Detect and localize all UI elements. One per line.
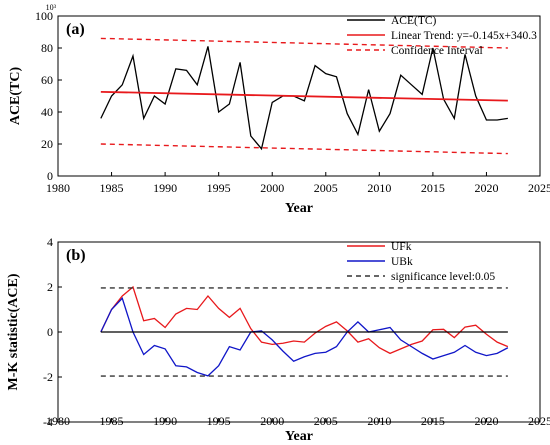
legend-entry: Confidence Interval	[391, 45, 483, 57]
y-tick-label: -2	[43, 370, 53, 384]
y-tick-label: 4	[47, 235, 53, 249]
x-axis-title: Year	[285, 429, 313, 444]
x-tick-label: 1985	[100, 181, 124, 195]
y-multiplier-label: 10³	[46, 3, 57, 12]
x-tick-label: 2020	[474, 181, 498, 195]
y-tick-label: 60	[41, 73, 53, 87]
x-tick-label: 1980	[46, 414, 70, 428]
x-tick-label: 2015	[421, 414, 445, 428]
x-axis-title: Year	[285, 201, 313, 216]
y-axis-title: ACE(TC)	[8, 67, 23, 126]
x-tick-label: 2005	[314, 414, 338, 428]
legend-entry: ACE(TC)	[391, 15, 437, 27]
x-tick-label: 1990	[153, 181, 177, 195]
panel-b: 1980 1985 1990 1995 2000 2005 2010 2015 2020 2025…	[6, 235, 550, 444]
series-line-0-2	[100, 37, 508, 49]
x-tick-label: 2015	[421, 181, 445, 195]
x-tick-label: 2020	[474, 414, 498, 428]
y-tick-label: 100	[35, 9, 53, 23]
y-tick-label: 0	[47, 169, 53, 183]
panel-label: (b)	[66, 247, 86, 264]
x-tick-label: 2010	[367, 181, 391, 195]
series-line-0-3	[100, 143, 508, 155]
x-tick-label: 1995	[207, 181, 231, 195]
x-tick-label: 2010	[367, 414, 391, 428]
legend-entry: significance level:0.05	[391, 271, 495, 283]
x-tick-label: 1990	[153, 414, 177, 428]
y-tick-label: 20	[41, 137, 53, 151]
legend-entry: Linear Trend: y=-0.145x+340.3	[391, 30, 537, 42]
y-tick-label: 40	[41, 105, 53, 119]
series-line-0-0	[100, 46, 508, 151]
x-tick-label: 2025	[528, 181, 550, 195]
y-tick-label: 0	[47, 325, 53, 339]
y-axis-title: M-K statistic(ACE)	[6, 273, 21, 390]
x-tick-label: 2000	[260, 414, 284, 428]
series-line-1-0	[100, 285, 509, 355]
series-line-1-1	[100, 297, 509, 377]
x-tick-label: 1985	[100, 414, 124, 428]
y-tick-label: -4	[43, 415, 53, 429]
panel-label: (a)	[66, 21, 85, 38]
x-tick-label: 2005	[314, 181, 338, 195]
panel-a: 1980 1985 1990 1995 2000 2005 2010 2015 2020 2025…	[8, 3, 550, 216]
x-tick-label: 1980	[46, 181, 70, 195]
legend-entry: UBk	[391, 256, 413, 268]
y-tick-label: 80	[41, 41, 53, 55]
y-tick-label: 2	[47, 280, 53, 294]
legend-entry: UFk	[391, 241, 412, 253]
plot-frame	[57, 15, 541, 177]
x-tick-label: 1995	[207, 414, 231, 428]
x-tick-label: 2000	[260, 181, 284, 195]
x-tick-label: 2025	[528, 414, 550, 428]
series-line-0-1	[100, 90, 508, 102]
